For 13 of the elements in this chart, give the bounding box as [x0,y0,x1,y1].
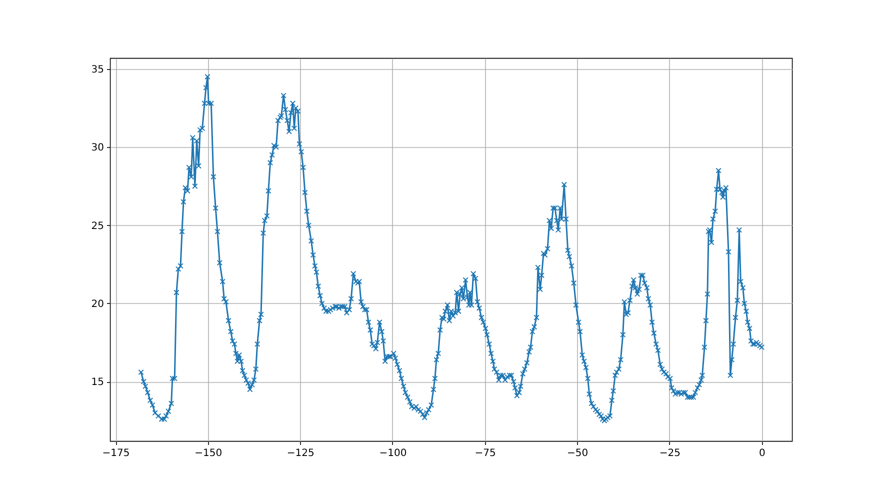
x-tick-label: −150 [194,448,222,459]
x-tick-label: −75 [474,448,496,459]
x-tick-label: 0 [759,448,766,459]
y-tick-label: 20 [91,298,104,310]
x-tick-label: −125 [286,448,314,459]
y-tick-label: 15 [91,377,104,388]
y-tick-label: 25 [91,220,104,232]
x-tick-label: −175 [102,448,130,459]
y-tick-label: 30 [91,142,104,154]
x-tick-label: −50 [567,448,588,459]
x-tick-label: −100 [379,448,407,459]
y-tick-label: 35 [91,64,104,76]
x-tick-label: −25 [659,448,680,459]
